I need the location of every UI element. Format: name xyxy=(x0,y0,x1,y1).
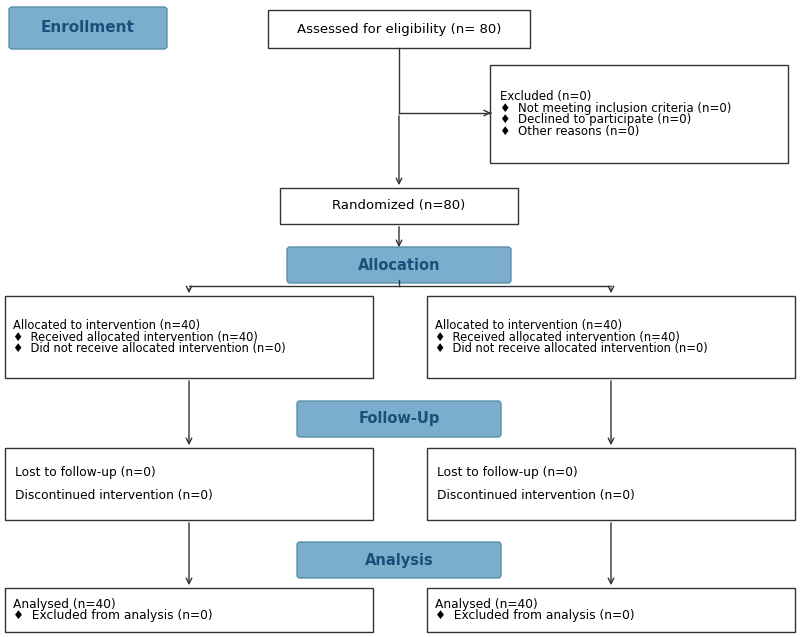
Text: ♦  Excluded from analysis (n=0): ♦ Excluded from analysis (n=0) xyxy=(13,610,213,622)
FancyBboxPatch shape xyxy=(9,7,167,49)
Text: ♦  Not meeting inclusion criteria (n=0): ♦ Not meeting inclusion criteria (n=0) xyxy=(500,102,731,115)
Text: Randomized (n=80): Randomized (n=80) xyxy=(332,199,466,213)
FancyBboxPatch shape xyxy=(427,448,795,520)
Text: Excluded (n=0): Excluded (n=0) xyxy=(500,90,591,103)
Text: ♦  Excluded from analysis (n=0): ♦ Excluded from analysis (n=0) xyxy=(435,610,634,622)
Text: Analysis: Analysis xyxy=(365,552,434,568)
Text: Allocation: Allocation xyxy=(358,257,440,273)
FancyBboxPatch shape xyxy=(287,247,511,283)
Text: ♦  Declined to participate (n=0): ♦ Declined to participate (n=0) xyxy=(500,113,691,126)
Text: Allocated to intervention (n=40): Allocated to intervention (n=40) xyxy=(435,319,622,333)
Text: ♦  Did not receive allocated intervention (n=0): ♦ Did not receive allocated intervention… xyxy=(13,341,286,355)
Text: Follow-Up: Follow-Up xyxy=(358,412,440,427)
FancyBboxPatch shape xyxy=(5,296,373,378)
FancyBboxPatch shape xyxy=(427,588,795,632)
Text: Lost to follow-up (n=0): Lost to follow-up (n=0) xyxy=(437,466,578,478)
Text: Discontinued intervention (n=0): Discontinued intervention (n=0) xyxy=(15,489,213,503)
Text: Analysed (n=40): Analysed (n=40) xyxy=(13,598,116,610)
Text: Discontinued intervention (n=0): Discontinued intervention (n=0) xyxy=(437,489,635,503)
FancyBboxPatch shape xyxy=(427,296,795,378)
Text: Enrollment: Enrollment xyxy=(41,20,135,36)
Text: Assessed for eligibility (n= 80): Assessed for eligibility (n= 80) xyxy=(297,22,501,36)
FancyBboxPatch shape xyxy=(490,65,788,163)
FancyBboxPatch shape xyxy=(5,588,373,632)
Text: Lost to follow-up (n=0): Lost to follow-up (n=0) xyxy=(15,466,156,478)
Text: Analysed (n=40): Analysed (n=40) xyxy=(435,598,538,610)
FancyBboxPatch shape xyxy=(280,188,518,224)
Text: ♦  Did not receive allocated intervention (n=0): ♦ Did not receive allocated intervention… xyxy=(435,341,708,355)
Text: ♦  Received allocated intervention (n=40): ♦ Received allocated intervention (n=40) xyxy=(13,331,258,343)
FancyBboxPatch shape xyxy=(5,448,373,520)
FancyBboxPatch shape xyxy=(268,10,530,48)
Text: Allocated to intervention (n=40): Allocated to intervention (n=40) xyxy=(13,319,200,333)
FancyBboxPatch shape xyxy=(297,542,501,578)
Text: ♦  Other reasons (n=0): ♦ Other reasons (n=0) xyxy=(500,125,639,138)
FancyBboxPatch shape xyxy=(297,401,501,437)
Text: ♦  Received allocated intervention (n=40): ♦ Received allocated intervention (n=40) xyxy=(435,331,680,343)
